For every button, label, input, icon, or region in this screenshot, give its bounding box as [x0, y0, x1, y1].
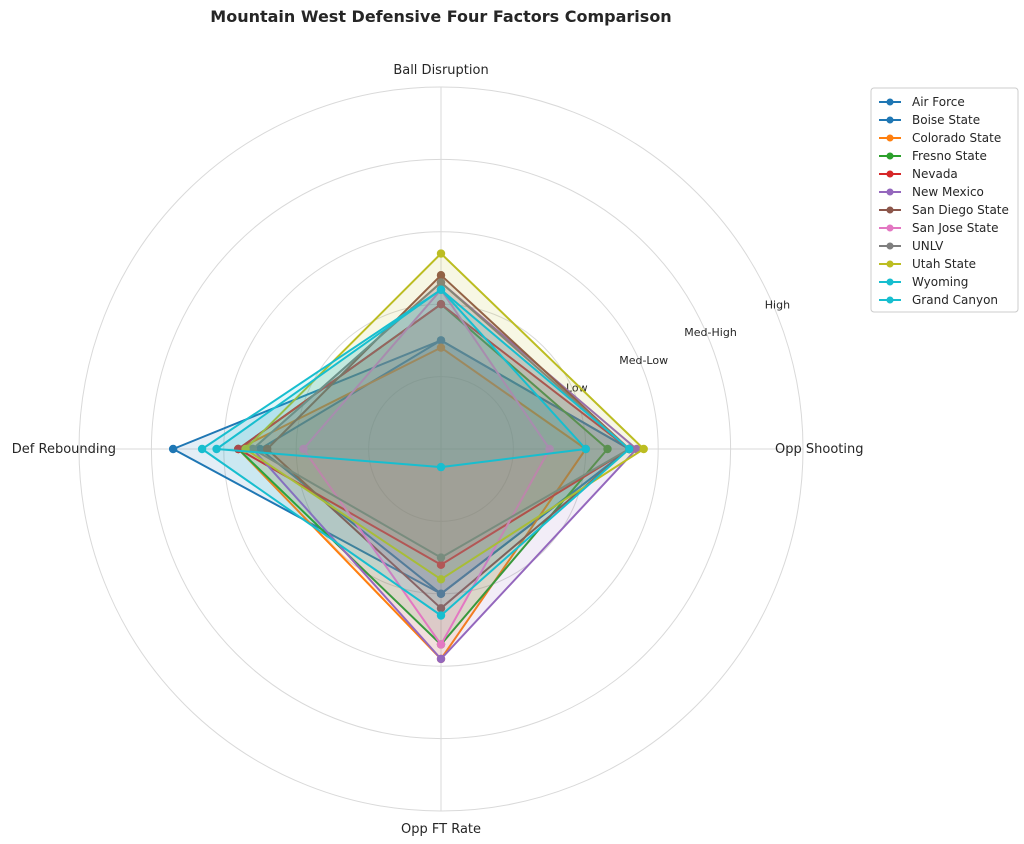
data-point	[603, 444, 612, 454]
legend-item: Fresno State	[879, 149, 987, 163]
ring-label-2: Low	[566, 382, 588, 395]
legend-marker	[886, 242, 894, 250]
legend-item: San Jose State	[879, 221, 998, 235]
axis-label-3: Opp FT Rate	[401, 822, 481, 837]
data-point	[436, 285, 446, 294]
legend-item: Wyoming	[879, 275, 968, 289]
legend-label: UNLV	[912, 239, 944, 253]
ring-label-5: High	[765, 298, 790, 311]
data-point	[632, 444, 641, 454]
legend: Air Force Boise State Colorado State Fresno…	[870, 87, 1019, 313]
legend-item: San Diego State	[879, 203, 1009, 217]
legend-marker	[886, 98, 894, 106]
legend-item: Boise State	[879, 113, 980, 127]
data-point	[436, 654, 446, 664]
data-point	[436, 560, 446, 570]
legend-item: Air Force	[879, 95, 965, 109]
data-point	[263, 444, 272, 454]
legend-label: New Mexico	[912, 185, 984, 199]
data-point	[436, 589, 446, 598]
series-area	[238, 304, 630, 565]
legend-marker	[886, 206, 894, 214]
axis-label-1: Ball Disruption	[393, 63, 488, 78]
legend-box	[870, 87, 1019, 313]
legend-label: Fresno State	[912, 149, 987, 163]
series-area	[252, 282, 630, 558]
legend-marker	[886, 134, 894, 142]
series-area	[216, 289, 586, 468]
legend-label: San Diego State	[912, 203, 1009, 217]
data-point	[436, 640, 446, 649]
legend-marker	[886, 188, 894, 196]
legend-marker	[886, 116, 894, 124]
legend-label: Utah State	[912, 257, 976, 271]
legend-item: Grand Canyon	[879, 293, 998, 307]
data-point	[168, 444, 178, 454]
data-point	[436, 604, 446, 613]
data-point	[197, 444, 207, 454]
axis-label-4: Def Rebounding	[12, 442, 116, 457]
legend-item: Utah State	[879, 257, 976, 271]
series-area	[252, 282, 637, 659]
series-area	[238, 304, 608, 645]
chart-title: Mountain West Defensive Four Factors Com…	[210, 7, 671, 26]
axis-labels: Ball Disruption Opp Shooting Opp FT Rate De…	[12, 63, 864, 837]
legend-marker	[886, 170, 894, 178]
legend-marker	[886, 224, 894, 232]
data-point	[436, 343, 446, 352]
legend-item: Nevada	[879, 167, 958, 181]
legend-marker	[886, 152, 894, 160]
data-point	[436, 575, 446, 584]
legend-marker	[886, 260, 894, 268]
ring-label-3: Med-Low	[619, 354, 668, 367]
data-point	[299, 444, 308, 454]
data-point	[639, 444, 648, 454]
data-point	[545, 444, 554, 454]
axis-label-2: Opp Shooting	[775, 442, 863, 457]
legend-item: New Mexico	[879, 185, 984, 199]
ring-label-4: Med-High	[684, 326, 737, 339]
data-point	[436, 278, 446, 287]
data-point	[436, 611, 446, 620]
legend-label: Air Force	[912, 95, 965, 109]
series-12	[212, 285, 590, 472]
legend-marker	[886, 296, 894, 304]
data-point	[625, 444, 634, 454]
legend-label: Grand Canyon	[912, 293, 998, 307]
data-point	[212, 444, 221, 454]
series-layer	[168, 249, 648, 664]
series-11	[197, 285, 634, 620]
legend-item: UNLV	[879, 239, 944, 253]
legend-label: Boise State	[912, 113, 980, 127]
data-point	[436, 336, 446, 345]
legend-label: San Jose State	[912, 221, 998, 235]
series-area	[202, 289, 630, 616]
data-point	[436, 271, 446, 280]
legend-label: Wyoming	[912, 275, 968, 289]
legend-label: Nevada	[912, 167, 958, 181]
data-point	[436, 462, 446, 472]
data-point	[581, 444, 590, 454]
data-point	[436, 249, 446, 258]
legend-marker	[886, 278, 894, 286]
series-area	[238, 347, 586, 659]
data-point	[436, 553, 446, 562]
series-area	[245, 253, 644, 580]
series-8	[299, 285, 554, 649]
legend-item: Colorado State	[879, 131, 1001, 145]
legend-label: Colorado State	[912, 131, 1001, 145]
data-point	[436, 300, 446, 309]
